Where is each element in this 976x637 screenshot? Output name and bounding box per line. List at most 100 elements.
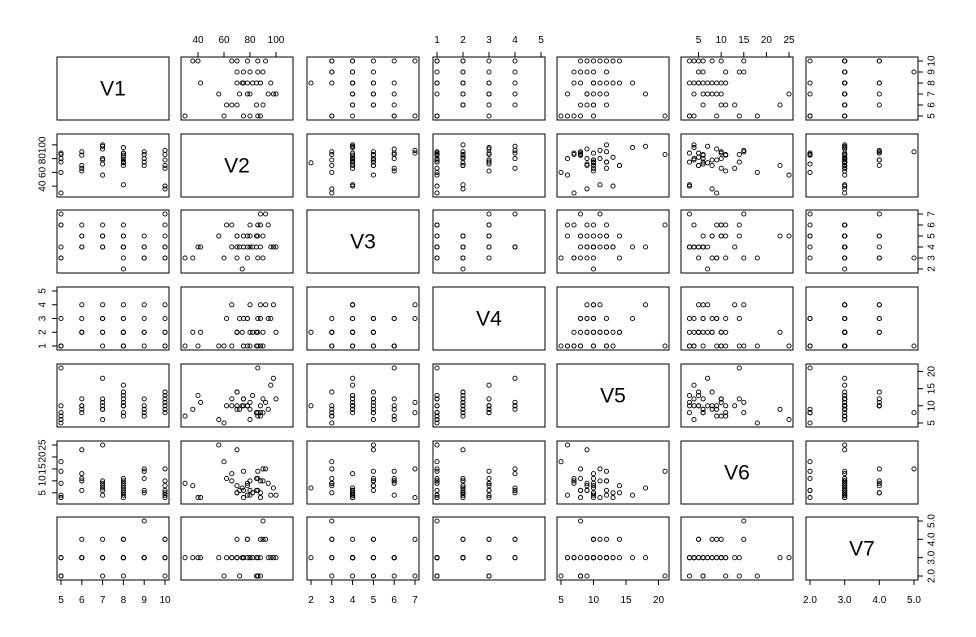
- data-point: [350, 375, 356, 381]
- data-point: [754, 573, 760, 579]
- data-point: [141, 475, 147, 482]
- data-point: [120, 478, 126, 484]
- data-point: [190, 406, 196, 412]
- data-point: [308, 485, 314, 491]
- panel-v3-v3: V3: [306, 209, 420, 274]
- tick-label: 5: [696, 35, 702, 46]
- data-point: [603, 91, 610, 97]
- data-point: [736, 343, 742, 349]
- data-point: [610, 183, 616, 189]
- data-point: [268, 382, 274, 388]
- data-point: [610, 80, 616, 86]
- data-point: [350, 492, 356, 498]
- data-point: [308, 160, 314, 166]
- data-point: [705, 80, 711, 86]
- data-point: [263, 466, 269, 472]
- data-point: [564, 492, 571, 498]
- data-point: [100, 536, 106, 542]
- data-point: [239, 485, 245, 491]
- data-point: [564, 233, 571, 239]
- data-point: [577, 149, 584, 155]
- data-point: [182, 113, 188, 119]
- data-point: [329, 459, 335, 465]
- tick-label: 3.0: [927, 550, 938, 564]
- axis-right-v7: 2.0 3.0 4.0 5.0: [917, 514, 938, 583]
- data-point: [234, 255, 240, 261]
- data-point: [512, 80, 518, 86]
- data-point: [486, 410, 492, 416]
- data-point: [486, 382, 492, 388]
- data-point: [350, 555, 356, 561]
- data-point: [911, 255, 917, 261]
- data-point: [911, 466, 917, 472]
- data-point: [391, 146, 397, 152]
- data-point: [603, 165, 610, 171]
- tick-label: 60: [38, 166, 49, 178]
- data-point: [329, 475, 335, 482]
- data-point: [79, 222, 85, 228]
- data-point: [786, 233, 792, 239]
- data-point: [195, 495, 201, 501]
- data-point: [391, 413, 397, 419]
- data-point: [460, 91, 466, 97]
- data-point: [616, 536, 623, 542]
- data-point: [590, 495, 597, 501]
- data-point: [100, 406, 106, 412]
- data-point: [696, 154, 702, 160]
- data-point: [584, 302, 590, 308]
- panel-v7-v1: [56, 516, 170, 581]
- data-point: [723, 413, 729, 419]
- data-point: [120, 555, 126, 561]
- data-point: [234, 80, 240, 86]
- data-point: [257, 490, 263, 496]
- data-point: [577, 233, 584, 239]
- panel-v7-v4: [432, 516, 546, 581]
- data-point: [603, 222, 610, 228]
- data-point: [696, 58, 702, 64]
- data-point: [58, 211, 64, 217]
- data-point: [741, 255, 747, 261]
- data-point: [597, 329, 603, 335]
- data-point: [460, 154, 466, 160]
- data-point: [718, 156, 724, 162]
- data-point: [412, 399, 418, 405]
- data-point: [350, 490, 356, 496]
- data-point: [58, 244, 64, 250]
- tick-label: 7: [100, 595, 106, 606]
- data-point: [257, 244, 263, 250]
- data-point: [120, 182, 126, 188]
- panel-v3-v6: [680, 209, 794, 274]
- data-point: [240, 233, 247, 239]
- data-point: [603, 478, 610, 484]
- data-point: [255, 113, 261, 119]
- data-point: [268, 80, 274, 86]
- data-point: [79, 471, 85, 477]
- data-point: [700, 573, 706, 579]
- data-point: [486, 102, 492, 108]
- data-point: [257, 536, 263, 542]
- data-point: [807, 169, 813, 175]
- data-point: [603, 69, 610, 75]
- data-point: [216, 343, 222, 349]
- data-point: [255, 329, 261, 335]
- data-point: [412, 410, 418, 416]
- data-point: [434, 255, 440, 261]
- data-point: [239, 80, 245, 86]
- data-point: [691, 343, 697, 349]
- data-point: [597, 58, 603, 64]
- data-point: [709, 80, 715, 86]
- data-point: [741, 343, 747, 349]
- data-point: [714, 113, 720, 119]
- data-point: [876, 403, 882, 409]
- data-point: [732, 302, 738, 308]
- data-point: [350, 392, 356, 399]
- panel-v1-v6: [680, 56, 794, 121]
- panel-frame: [556, 440, 670, 505]
- tick-label: 20: [653, 595, 665, 606]
- data-point: [239, 329, 245, 335]
- data-point: [247, 406, 253, 412]
- data-point: [79, 555, 85, 561]
- panel-v4-v2: [180, 286, 294, 351]
- data-point: [584, 487, 590, 493]
